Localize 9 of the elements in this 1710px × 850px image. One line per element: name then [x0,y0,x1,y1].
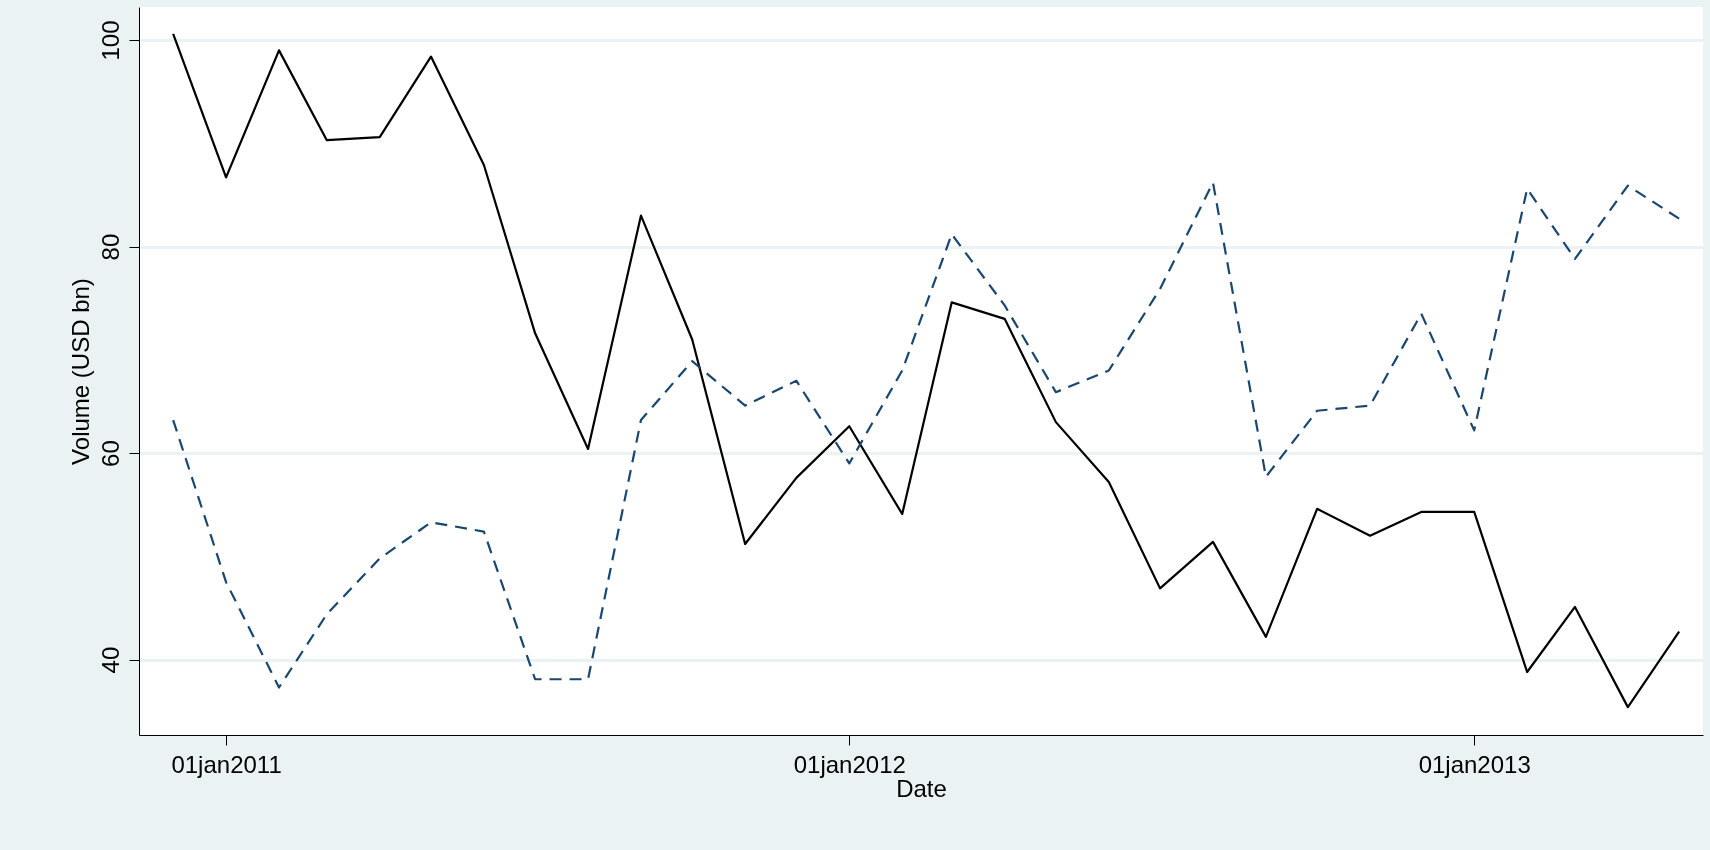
y-axis-title: Volume (USD bn) [66,278,94,465]
line-series [172,32,1681,709]
y-tick-label: 80 [96,233,124,261]
y-tick-label: 100 [96,20,124,61]
line-series [172,181,1681,689]
y-tick-label: 60 [96,440,124,467]
x-tick-label: 01jan2013 [1418,750,1531,778]
x-tick-label: 01jan2011 [171,750,282,778]
y-tick-label: 40 [96,646,124,674]
